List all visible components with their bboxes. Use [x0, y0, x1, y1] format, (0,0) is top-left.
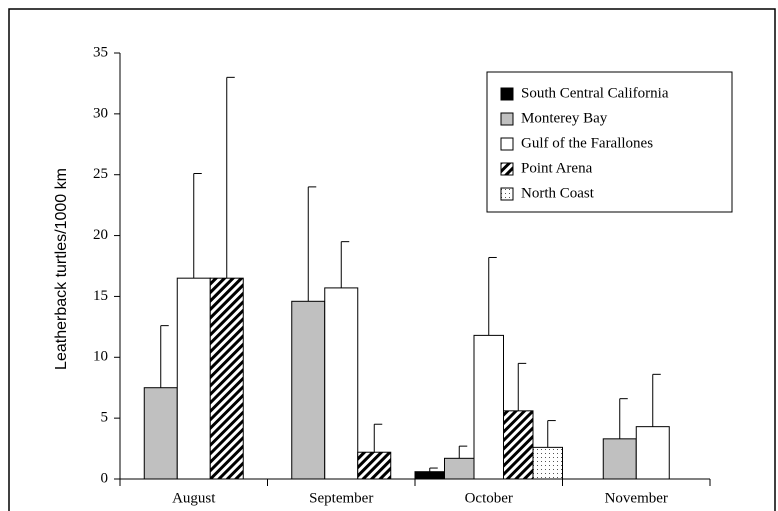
legend-label: South Central California: [521, 85, 669, 101]
x-tick-label: November: [605, 490, 668, 506]
legend-swatch: [500, 112, 514, 126]
legend-swatch: [500, 137, 514, 151]
legend-swatch: [500, 87, 514, 101]
x-tick-label: August: [172, 490, 216, 506]
bar: [444, 457, 475, 480]
bar: [635, 426, 670, 480]
bar: [602, 438, 637, 480]
legend-label: North Coast: [521, 185, 595, 201]
x-tick-label: September: [309, 490, 373, 506]
legend-swatch: [500, 187, 514, 201]
y-axis-label: Leatherback turtles/1000 km: [53, 168, 70, 370]
bar: [503, 410, 534, 480]
x-tick-label: October: [465, 490, 513, 506]
bar: [209, 277, 244, 480]
bar: [291, 300, 326, 480]
legend-swatch: [500, 162, 514, 176]
bar: [143, 387, 178, 480]
bar: [176, 277, 211, 480]
y-tick-label: 15: [93, 288, 108, 304]
legend-label: Point Arena: [521, 160, 593, 176]
y-tick-label: 30: [93, 105, 108, 121]
y-tick-label: 25: [93, 166, 108, 182]
y-tick-label: 35: [93, 44, 108, 60]
y-tick-label: 10: [93, 349, 108, 365]
y-tick-label: 5: [101, 410, 109, 426]
frame: [8, 8, 776, 511]
y-tick-label: 20: [93, 227, 108, 243]
legend-box: [486, 71, 733, 213]
bar: [532, 446, 563, 480]
bar: [324, 287, 359, 480]
bar: [357, 451, 392, 480]
legend-label: Monterey Bay: [521, 110, 608, 126]
bar: [414, 471, 445, 480]
bar: [473, 334, 504, 480]
legend-label: Gulf of the Farallones: [521, 135, 653, 151]
y-tick-label: 0: [101, 470, 109, 486]
